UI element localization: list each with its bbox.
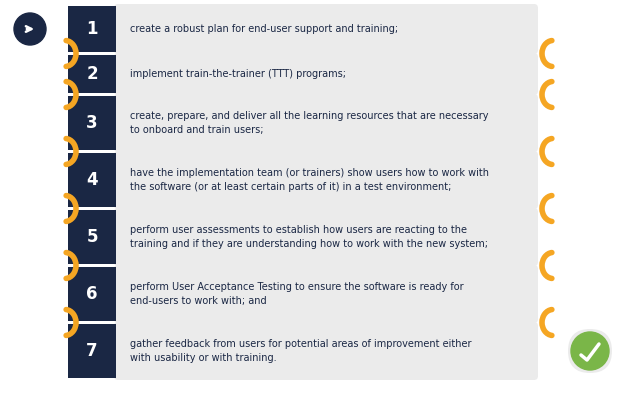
FancyBboxPatch shape <box>68 210 116 264</box>
FancyBboxPatch shape <box>68 6 116 52</box>
Circle shape <box>14 13 46 45</box>
Text: 2: 2 <box>86 65 98 83</box>
FancyBboxPatch shape <box>114 208 538 266</box>
FancyBboxPatch shape <box>114 265 538 323</box>
Text: create, prepare, and deliver all the learning resources that are necessary
to on: create, prepare, and deliver all the lea… <box>130 111 489 135</box>
FancyBboxPatch shape <box>68 324 116 378</box>
Text: gather feedback from users for potential areas of improvement either
with usabil: gather feedback from users for potential… <box>130 339 472 363</box>
Circle shape <box>571 332 609 370</box>
Text: 5: 5 <box>86 228 98 246</box>
FancyBboxPatch shape <box>68 96 116 150</box>
FancyBboxPatch shape <box>68 267 116 321</box>
Text: perform user assessments to establish how users are reacting to the
training and: perform user assessments to establish ho… <box>130 225 488 249</box>
FancyBboxPatch shape <box>114 94 538 152</box>
Text: 6: 6 <box>86 285 98 303</box>
FancyBboxPatch shape <box>114 151 538 209</box>
Text: have the implementation team (or trainers) show users how to work with
the softw: have the implementation team (or trainer… <box>130 168 489 192</box>
FancyBboxPatch shape <box>114 322 538 380</box>
Text: 7: 7 <box>86 342 98 360</box>
Text: 1: 1 <box>86 20 98 38</box>
Text: implement train-the-trainer (TTT) programs;: implement train-the-trainer (TTT) progra… <box>130 69 346 79</box>
Text: perform User Acceptance Testing to ensure the software is ready for
end-users to: perform User Acceptance Testing to ensur… <box>130 282 464 306</box>
Text: 3: 3 <box>86 114 98 132</box>
FancyBboxPatch shape <box>68 153 116 207</box>
FancyBboxPatch shape <box>568 329 612 373</box>
FancyBboxPatch shape <box>114 53 538 95</box>
FancyBboxPatch shape <box>114 4 538 54</box>
FancyBboxPatch shape <box>68 55 116 93</box>
Text: create a robust plan for end-user support and training;: create a robust plan for end-user suppor… <box>130 24 398 34</box>
Text: 4: 4 <box>86 171 98 189</box>
